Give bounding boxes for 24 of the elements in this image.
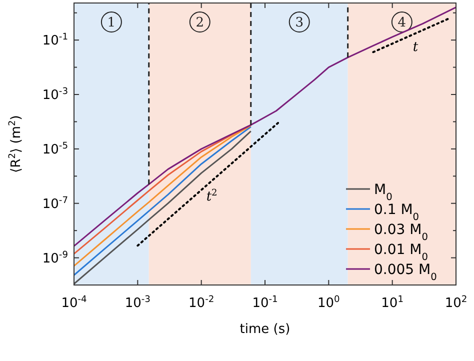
x-tick-label: 10$^{1}$ [381, 295, 404, 311]
band-label: 1 [107, 16, 116, 31]
y-tick-label: 10$^{-5}$ [42, 141, 68, 158]
y-tick-label: 10$^{-3}$ [42, 87, 68, 104]
x-axis-title: time (s) [240, 322, 290, 337]
legend-label: 0.01 M$_{0}$ [374, 242, 428, 262]
x-tick-label: 10$^{0}$ [317, 295, 340, 311]
legend-label: M$_{0}$ [374, 182, 392, 202]
x-tick-label: 10$^{-1}$ [252, 295, 278, 311]
y-tick-label: 10$^{-7}$ [42, 196, 68, 212]
x-tick-label: 10$^{-3}$ [124, 295, 151, 311]
annotation: t [412, 40, 419, 56]
annotation: t$^{2}$ [206, 188, 218, 204]
x-tick-label: 10$^{2}$ [444, 295, 468, 311]
x-tick-label: 10$^{-4}$ [61, 295, 88, 311]
band-label: 4 [398, 16, 406, 31]
band-label: 3 [295, 16, 304, 31]
y-tick-label: 10$^{-9}$ [42, 250, 68, 266]
x-tick-label: 10$^{-2}$ [188, 295, 214, 311]
legend-label: 0.03 M$_{0}$ [374, 222, 428, 242]
band-label: 2 [196, 16, 204, 31]
y-tick-label: 10$^{-1}$ [42, 32, 68, 49]
legend-label: 0.005 M$_{0}$ [374, 262, 437, 282]
legend-label: 0.1 M$_{0}$ [374, 202, 420, 222]
